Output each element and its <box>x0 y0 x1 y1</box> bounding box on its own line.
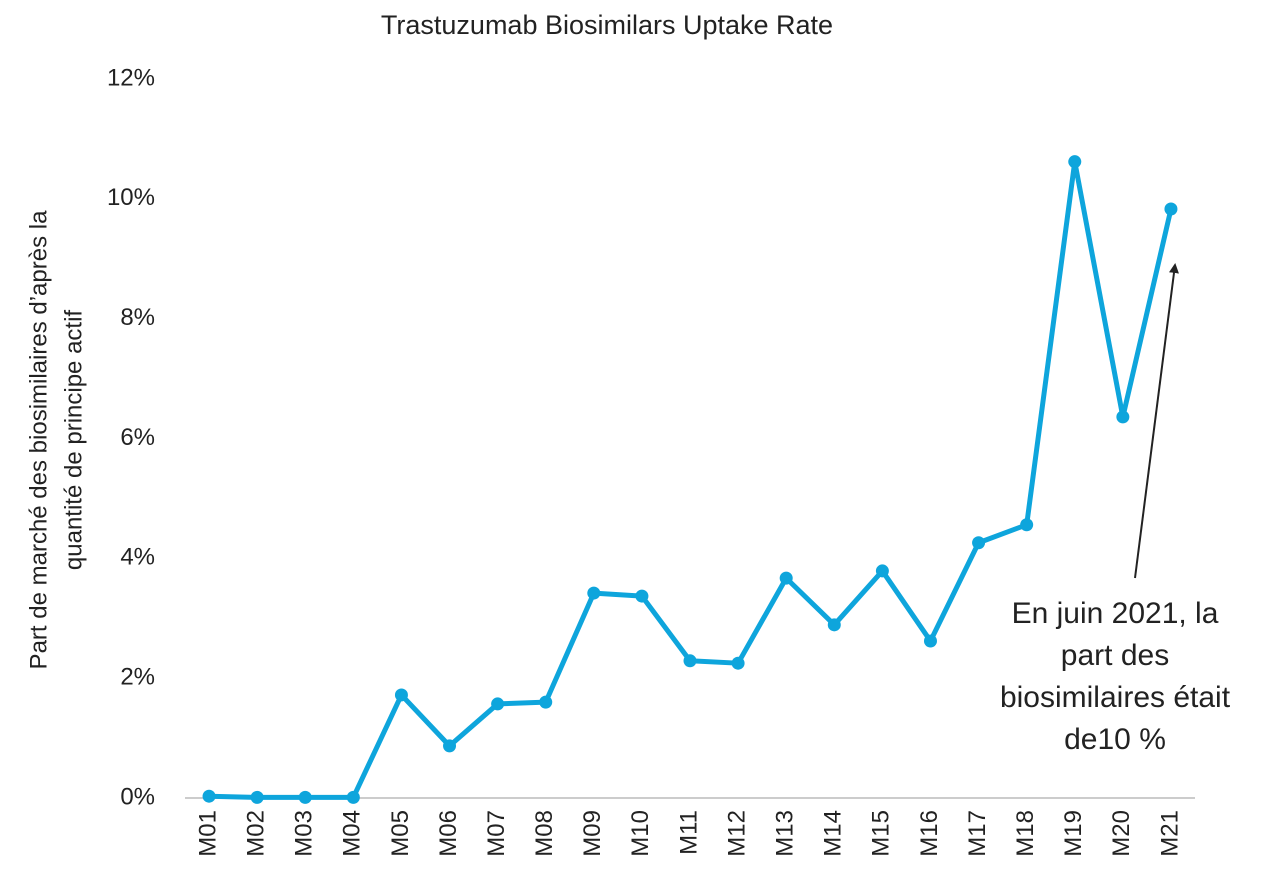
x-tick-label: M16 <box>916 810 943 857</box>
x-tick-label: M13 <box>772 810 799 857</box>
y-tick-label: 4% <box>120 544 155 571</box>
annotation: de10 % <box>1064 723 1166 756</box>
x-tick-label: M10 <box>627 810 654 857</box>
point <box>1068 155 1082 169</box>
x-tick-label: M17 <box>964 810 991 857</box>
point <box>394 688 408 702</box>
annotation-arrow <box>1134 263 1179 579</box>
x-tick-label: M01 <box>194 810 221 857</box>
y-tick-label: 12% <box>107 64 155 91</box>
point <box>779 571 793 585</box>
point <box>539 695 553 709</box>
point <box>1020 518 1034 532</box>
annotation: biosimilaires était <box>1000 681 1231 714</box>
y-tick-label: 10% <box>107 184 155 211</box>
x-tick-label: M21 <box>1156 810 1183 857</box>
point <box>683 654 697 668</box>
x-tick-label: M04 <box>339 810 366 857</box>
point <box>1116 410 1130 424</box>
x-tick-label: M09 <box>579 810 606 857</box>
y-axis-label: Part de marché des biosimilaires d’après… <box>25 210 52 670</box>
x-tick-label: M11 <box>675 810 702 855</box>
point <box>587 586 601 600</box>
x-tick-label: M05 <box>387 810 414 857</box>
annotation: En juin 2021, la <box>1012 597 1219 630</box>
y-tick-label: 6% <box>120 424 155 451</box>
x-tick-label: M07 <box>483 810 510 857</box>
x-tick-label: M15 <box>868 810 895 857</box>
point <box>202 789 216 803</box>
point <box>443 739 457 753</box>
point <box>827 618 841 632</box>
x-tick-label: M02 <box>242 810 269 857</box>
x-tick-label: M12 <box>723 810 750 857</box>
point <box>972 536 986 550</box>
x-tick-label: M03 <box>291 810 318 857</box>
annotation: part des <box>1061 639 1169 672</box>
point <box>731 656 745 670</box>
point <box>491 697 505 711</box>
point <box>298 790 312 804</box>
chart-title: Trastuzumab Biosimilars Uptake Rate <box>381 10 833 40</box>
y-tick-label: 0% <box>120 783 155 810</box>
point <box>250 790 264 804</box>
x-tick-label: M06 <box>435 810 462 857</box>
y-tick-label: 8% <box>120 304 155 331</box>
x-tick-label: M20 <box>1108 810 1135 857</box>
y-tick-label: 2% <box>120 664 155 691</box>
x-tick-label: M19 <box>1060 810 1087 857</box>
point <box>923 634 937 648</box>
x-tick-label: M18 <box>1012 810 1039 857</box>
x-tick-label: M14 <box>820 810 847 857</box>
x-tick-label: M08 <box>531 810 558 857</box>
point <box>875 564 889 578</box>
point <box>635 589 649 603</box>
y-axis-label: quantité de principe actif <box>60 310 87 571</box>
point <box>346 790 360 804</box>
point <box>1164 202 1178 216</box>
